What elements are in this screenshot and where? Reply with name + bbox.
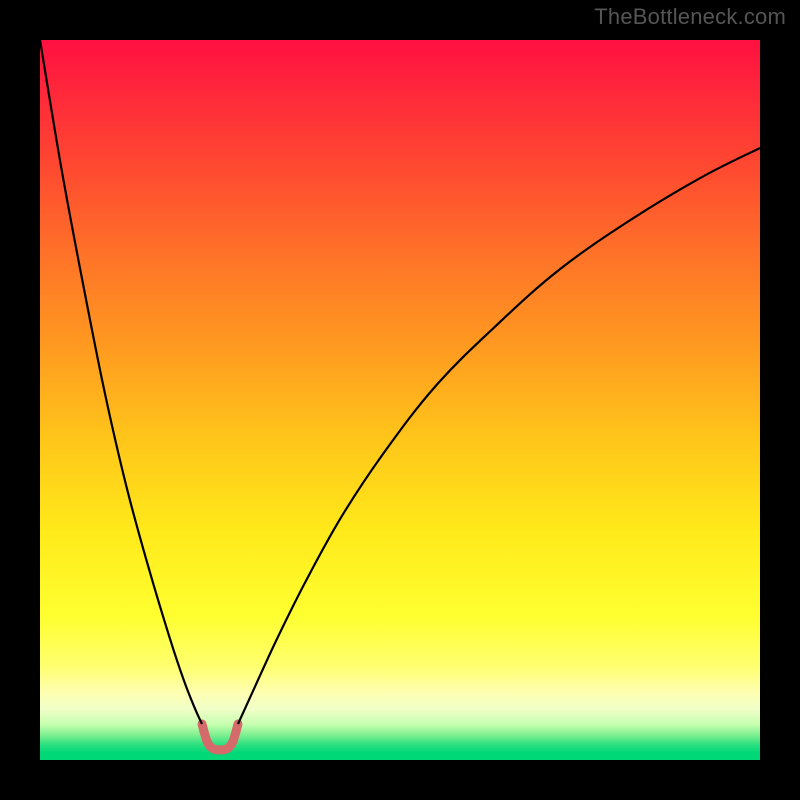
curve-right-branch (238, 148, 760, 724)
chart-plot-area (40, 40, 760, 760)
curve-left-branch (40, 40, 202, 724)
bottleneck-curve (40, 40, 760, 760)
curve-trough-segment (202, 724, 238, 750)
watermark-text: TheBottleneck.com (594, 4, 786, 30)
